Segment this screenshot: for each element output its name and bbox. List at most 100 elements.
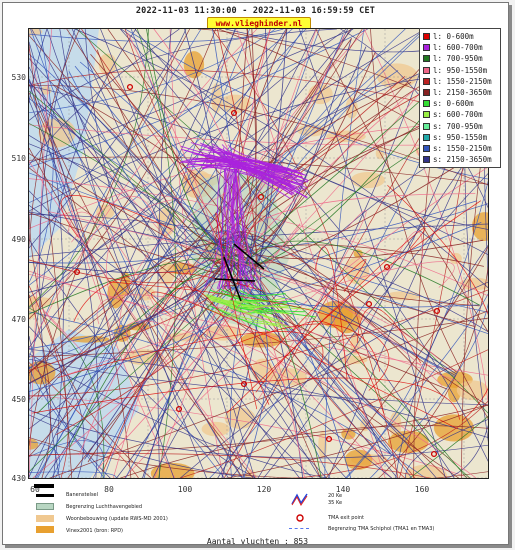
legend-swatch (423, 100, 430, 108)
ke-contour-icon (291, 493, 308, 506)
legend-swatch (423, 111, 430, 119)
ke20-label: 20 Ke (328, 493, 343, 499)
legend-item: l: 0-600m (423, 31, 497, 42)
tma-exit-point (257, 193, 265, 201)
flight-track-pink (274, 320, 385, 414)
flight-track (222, 273, 305, 478)
vinex-key-label: Vinex2001 (bron: RPD) (66, 528, 123, 534)
flight-track (324, 29, 365, 478)
flight-track-green (206, 293, 262, 309)
flight-track-purple (218, 168, 237, 290)
flight-track-pink (356, 307, 422, 364)
flight-track (29, 440, 104, 478)
flight-track (142, 272, 225, 478)
tma-exit-icon (296, 514, 304, 522)
flight-track (29, 404, 488, 456)
flight-track (29, 29, 425, 370)
flight-track-pink (106, 198, 175, 296)
flight-track-purple (228, 168, 249, 290)
legend-swatch (423, 55, 430, 63)
flight-track (29, 29, 149, 307)
flight-track (257, 173, 488, 478)
flight-track (29, 214, 152, 478)
flight-track (29, 29, 187, 249)
flight-track-pink (255, 200, 481, 393)
legend-swatch (423, 89, 430, 97)
y-tick-530: 530 (11, 73, 26, 82)
legend-item: s: 0-600m (423, 98, 497, 109)
flight-track-pink (314, 246, 348, 381)
legend-item: l: 1550-2150m (423, 76, 497, 87)
tma-exit-point (230, 109, 238, 117)
flight-track-pink (67, 211, 192, 378)
flight-track (325, 246, 488, 478)
flight-track-pink (118, 192, 227, 334)
runway (233, 243, 265, 270)
flight-track (146, 29, 247, 249)
flight-track (39, 29, 76, 478)
flight-track-pink (226, 227, 426, 414)
housing-key-label: Woonbebouwing (update RWS-MD 2001) (66, 516, 168, 522)
flight-track (29, 29, 237, 478)
x-tick-60: 60 (30, 485, 40, 494)
flight-track (184, 29, 224, 271)
flight-track-purple (200, 143, 309, 181)
flight-track (103, 29, 406, 478)
flight-track-purple (201, 167, 293, 195)
flight-track (29, 29, 48, 244)
flight-track-pink (161, 286, 270, 405)
flight-track (29, 78, 99, 478)
legend-swatch (423, 33, 430, 41)
flight-track (120, 29, 488, 462)
tma-exit-point (430, 450, 438, 458)
tma-exit-point (240, 380, 248, 388)
flight-track (29, 395, 472, 478)
flight-track-purple (194, 153, 305, 184)
flight-track-pink (125, 320, 303, 387)
legend-swatch (423, 66, 430, 74)
flight-track (29, 41, 64, 478)
flight-track (299, 29, 446, 478)
flight-track (409, 415, 488, 478)
flight-track-map[interactable] (28, 28, 489, 479)
tma-exit-label: TMA exit point (328, 515, 365, 521)
x-tick-140: 140 (335, 485, 351, 494)
flight-track (219, 34, 345, 238)
flight-track (29, 161, 257, 478)
flight-track (29, 143, 227, 257)
flight-track (49, 310, 488, 478)
urban-area (318, 300, 353, 329)
tma-boundary-swatch (289, 528, 309, 529)
flight-track (29, 29, 191, 446)
flight-track (37, 257, 235, 414)
flight-track (71, 29, 245, 478)
flight-track (445, 424, 488, 478)
flight-track (38, 102, 215, 283)
flight-track (239, 46, 367, 274)
legend-swatch (423, 156, 430, 164)
flight-tracks-svg (29, 29, 488, 478)
flight-track (248, 262, 444, 397)
flight-track-pink (41, 308, 84, 353)
legend-item: s: 600-700m (423, 109, 497, 120)
flight-track (29, 29, 347, 348)
flight-track-pink (215, 212, 258, 410)
flight-track (29, 29, 426, 309)
flight-track (232, 82, 412, 230)
flight-track (395, 244, 488, 478)
flight-track (136, 29, 177, 478)
altitude-legend: l: 0-600m l: 600-700m l: 700-950m l: 950… (419, 28, 501, 168)
flight-track-purple (210, 159, 295, 188)
tma-exit-point (365, 300, 373, 308)
flight-track (29, 178, 488, 297)
tma-exit-point (126, 83, 134, 91)
ke35-label: 35 Ke (328, 500, 343, 506)
legend-swatch (423, 133, 430, 141)
flight-track (29, 285, 69, 478)
flight-track (29, 79, 225, 478)
flight-track-pink (60, 195, 173, 238)
flight-track (29, 294, 51, 478)
flight-track (29, 147, 254, 478)
flight-track (100, 29, 255, 478)
legend-item: s: 1550-2150m (423, 143, 497, 154)
